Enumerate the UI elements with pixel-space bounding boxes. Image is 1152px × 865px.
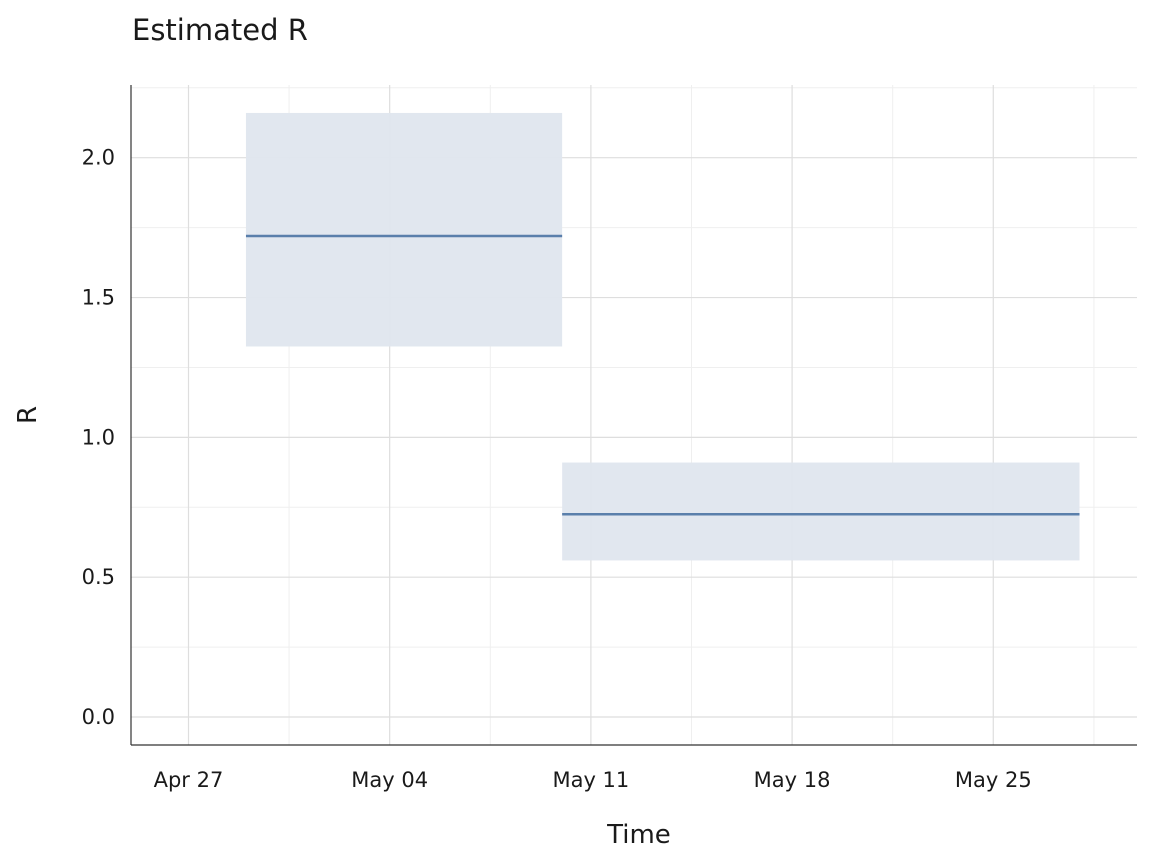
estimate-lines — [245, 234, 1080, 516]
y-tick-label: 0.0 — [82, 705, 115, 729]
x-tick-label: Apr 27 — [154, 768, 224, 792]
confidence-ribbon — [245, 112, 563, 347]
confidence-ribbons — [245, 112, 1080, 561]
chart-title: Estimated R — [132, 13, 308, 47]
y-tick-label: 2.0 — [82, 146, 115, 170]
y-axis-ticks: 0.0 0.5 1.0 1.5 2.0 — [82, 146, 115, 729]
y-axis-title: R — [13, 406, 43, 424]
confidence-ribbon — [562, 462, 1080, 561]
x-tick-label: May 11 — [552, 768, 629, 792]
x-axis-title: Time — [606, 820, 671, 850]
axes — [130, 85, 1137, 746]
y-tick-label: 0.5 — [82, 565, 115, 589]
major-gridlines — [131, 85, 1137, 745]
x-axis-ticks: Apr 27 May 04 May 11 May 18 May 25 — [154, 768, 1032, 792]
x-tick-label: May 18 — [754, 768, 831, 792]
x-tick-label: May 25 — [955, 768, 1032, 792]
y-tick-label: 1.0 — [82, 425, 115, 449]
x-tick-label: May 04 — [351, 768, 428, 792]
y-tick-label: 1.5 — [82, 286, 115, 310]
